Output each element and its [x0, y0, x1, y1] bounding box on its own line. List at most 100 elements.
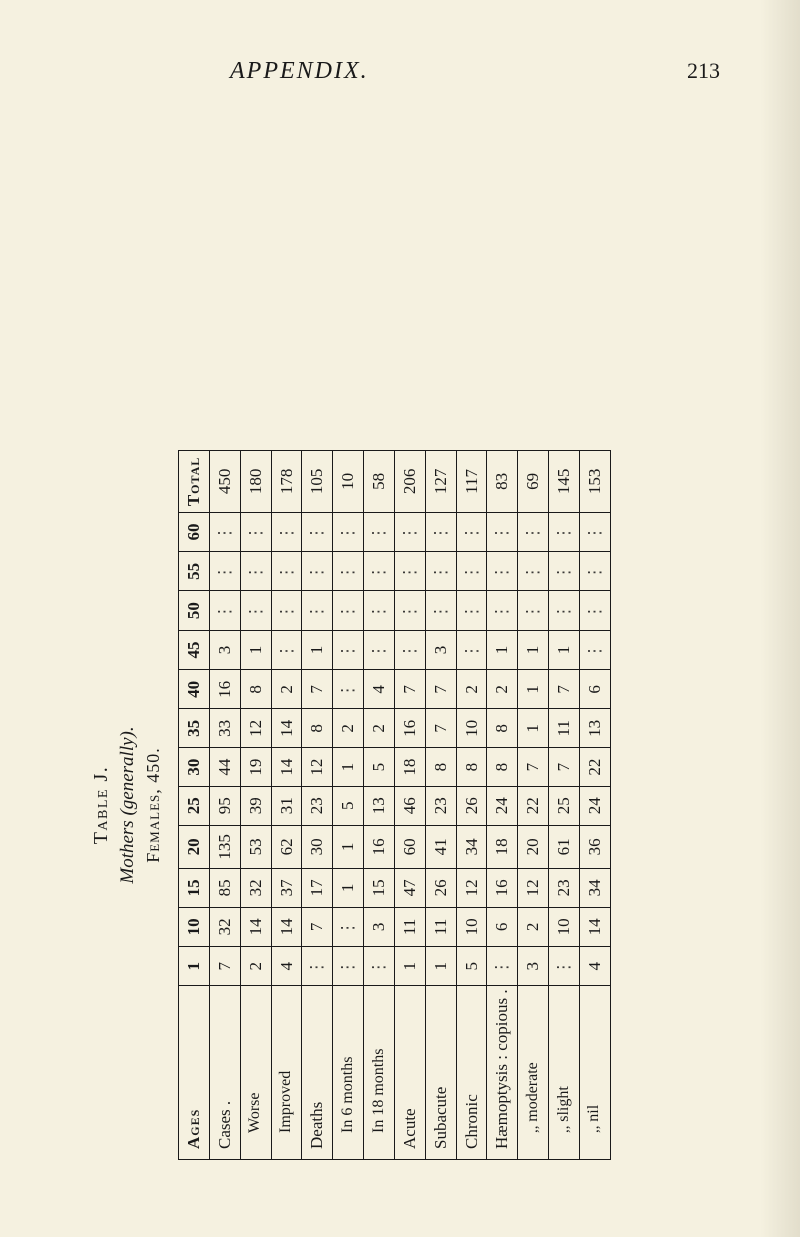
total-cell: 105 [302, 451, 333, 513]
data-cell: 5 [456, 947, 487, 986]
data-cell: 16 [394, 709, 425, 748]
data-cell: ⋮ [425, 512, 456, 551]
age-header: 10 [179, 907, 210, 946]
ages-header: Ages [179, 986, 210, 1160]
data-cell: 7 [518, 748, 549, 787]
data-cell: 2 [240, 947, 271, 986]
data-cell: 37 [271, 869, 302, 908]
data-cell: ⋮ [549, 552, 580, 591]
data-cell: 31 [271, 786, 302, 825]
data-cell: 2 [487, 670, 518, 709]
table-row: In 6 months⋮⋮11512⋮⋮⋮⋮⋮10 [333, 451, 364, 1160]
total-cell: 153 [579, 451, 610, 513]
data-cell: ⋮ [487, 591, 518, 630]
data-cell: ⋮ [456, 552, 487, 591]
data-cell: 1 [518, 709, 549, 748]
data-cell: 6 [487, 907, 518, 946]
data-cell: 19 [240, 748, 271, 787]
total-cell: 10 [333, 451, 364, 513]
table-row: ,, slight⋮1023612571171⋮⋮⋮145 [549, 451, 580, 1160]
total-cell: 117 [456, 451, 487, 513]
total-cell: 127 [425, 451, 456, 513]
data-cell: 95 [209, 786, 240, 825]
data-cell: ⋮ [271, 630, 302, 669]
total-cell: 178 [271, 451, 302, 513]
data-cell: ⋮ [333, 512, 364, 551]
data-cell: ⋮ [364, 512, 395, 551]
table-caption-extra: Females, 450. [143, 450, 164, 1160]
age-header: 45 [179, 630, 210, 669]
data-cell: ⋮ [487, 512, 518, 551]
row-label: Improved [271, 986, 302, 1160]
data-cell: ⋮ [240, 591, 271, 630]
row-label: ,, nil [579, 986, 610, 1160]
data-cell: 53 [240, 825, 271, 868]
age-header: 55 [179, 552, 210, 591]
data-cell: 12 [518, 869, 549, 908]
row-label: Chronic [456, 986, 487, 1160]
age-header: 50 [179, 591, 210, 630]
data-cell: 4 [364, 670, 395, 709]
total-cell: 83 [487, 451, 518, 513]
data-cell: 32 [209, 907, 240, 946]
running-head: APPENDIX. 213 [70, 58, 740, 85]
data-cell: 1 [518, 670, 549, 709]
data-cell: ⋮ [271, 512, 302, 551]
row-label: Cases . [209, 986, 240, 1160]
data-cell: ⋮ [579, 591, 610, 630]
table-caption-main: Table J. [90, 766, 112, 845]
data-cell: 8 [456, 748, 487, 787]
data-cell: 12 [240, 709, 271, 748]
data-cell: ⋮ [364, 947, 395, 986]
data-cell: ⋮ [333, 947, 364, 986]
data-cell: ⋮ [518, 552, 549, 591]
data-cell: 10 [549, 907, 580, 946]
data-cell: 18 [487, 825, 518, 868]
data-cell: ⋮ [549, 591, 580, 630]
table-row: Deaths⋮717302312871⋮⋮⋮105 [302, 451, 333, 1160]
data-cell: ⋮ [271, 552, 302, 591]
table-head: Ages 11015202530354045505560Total [179, 451, 210, 1160]
data-cell: 16 [487, 869, 518, 908]
data-cell: 7 [549, 748, 580, 787]
data-cell: ⋮ [333, 630, 364, 669]
data-cell: ⋮ [456, 512, 487, 551]
table-row: Chronic5101234268102⋮⋮⋮⋮117 [456, 451, 487, 1160]
total-cell: 69 [518, 451, 549, 513]
row-label: Subacute [425, 986, 456, 1160]
data-cell: 14 [271, 748, 302, 787]
data-cell: ⋮ [302, 591, 333, 630]
table-row: Acute11147604618167⋮⋮⋮⋮206 [394, 451, 425, 1160]
total-cell: 206 [394, 451, 425, 513]
data-cell: 11 [425, 907, 456, 946]
data-cell: 17 [302, 869, 333, 908]
row-label: Deaths [302, 986, 333, 1160]
data-cell: 12 [456, 869, 487, 908]
stat-table: Ages 11015202530354045505560Total Cases … [178, 450, 611, 1160]
data-cell: 11 [549, 709, 580, 748]
table-row: Cases .73285135954433163⋮⋮⋮450 [209, 451, 240, 1160]
data-cell: 1 [333, 869, 364, 908]
data-cell: 36 [579, 825, 610, 868]
data-cell: 34 [579, 869, 610, 908]
data-cell: ⋮ [209, 552, 240, 591]
page-number: 213 [687, 58, 720, 84]
data-cell: 11 [394, 907, 425, 946]
data-cell: 8 [487, 709, 518, 748]
data-cell: ⋮ [240, 552, 271, 591]
data-cell: ⋮ [456, 630, 487, 669]
running-title: APPENDIX. [230, 58, 369, 85]
data-cell: 22 [579, 748, 610, 787]
data-cell: 16 [209, 670, 240, 709]
data-cell: 61 [549, 825, 580, 868]
data-cell: ⋮ [271, 591, 302, 630]
data-cell: 7 [549, 670, 580, 709]
total-header: Total [179, 451, 210, 513]
data-cell: 5 [333, 786, 364, 825]
data-cell: 2 [518, 907, 549, 946]
data-cell: 23 [425, 786, 456, 825]
table-row: Subacute1112641238773⋮⋮⋮127 [425, 451, 456, 1160]
data-cell: 1 [302, 630, 333, 669]
total-cell: 58 [364, 451, 395, 513]
data-cell: 7 [394, 670, 425, 709]
